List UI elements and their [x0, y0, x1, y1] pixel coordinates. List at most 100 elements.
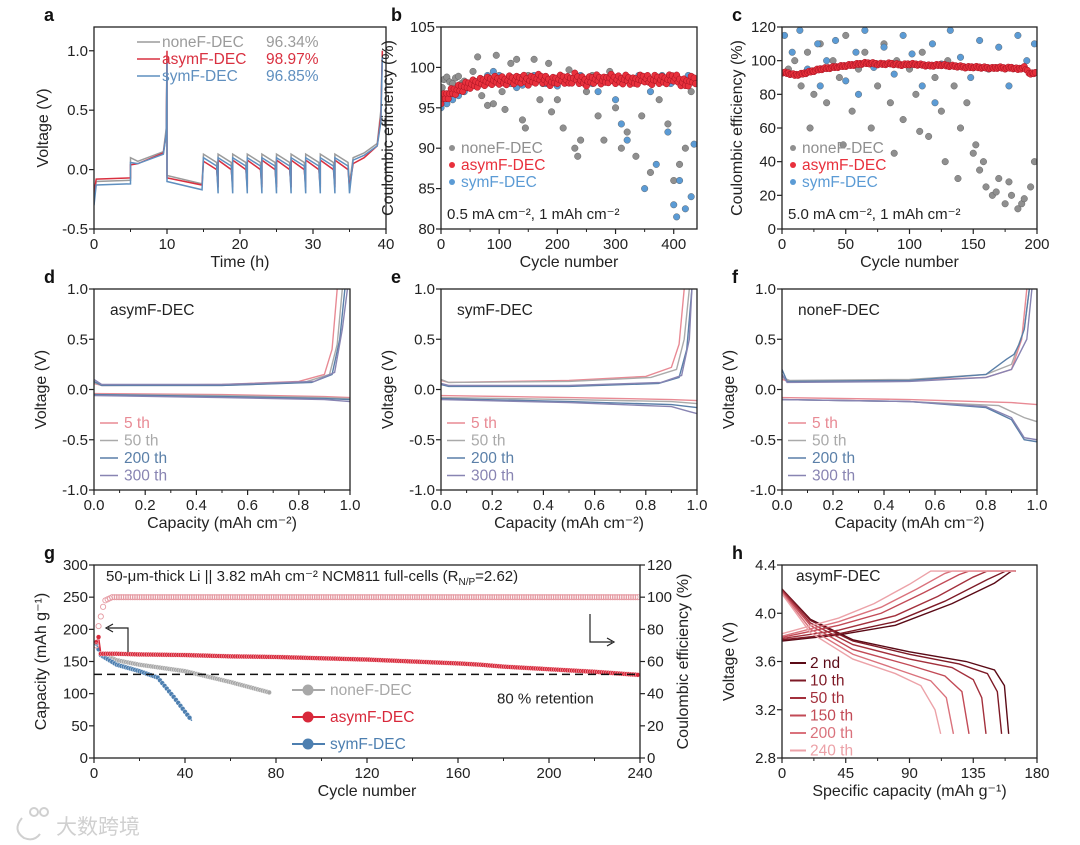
data-point: [361, 594, 368, 601]
data-point: [635, 672, 640, 678]
y-tick-label: 80: [759, 86, 776, 103]
data-point: [489, 100, 497, 108]
data-point: [366, 594, 373, 601]
data-point: [479, 594, 487, 601]
data-point: [195, 594, 202, 601]
data-point: [664, 128, 672, 136]
data-point: [617, 144, 625, 152]
legend-marker: [790, 179, 796, 185]
data-point: [454, 72, 462, 80]
series-asymF-DEC: [94, 50, 384, 194]
charge-curve: [782, 289, 1031, 383]
x-axis-label: Capacity (mAh cm⁻²): [835, 515, 985, 532]
data-point: [504, 594, 512, 601]
legend-label: 2 nd: [810, 655, 840, 672]
y-tick-label: 100: [751, 53, 776, 70]
data-point: [969, 149, 977, 157]
data-point: [681, 144, 689, 152]
legend-label: asymF-DEC: [461, 157, 545, 174]
discharge-curve: [441, 398, 697, 415]
data-point: [94, 642, 100, 649]
data-point: [543, 594, 550, 601]
data-point: [580, 594, 587, 601]
data-point: [992, 188, 1000, 196]
data-point: [518, 116, 526, 124]
plot-area: [441, 289, 697, 415]
data-point: [469, 67, 477, 75]
data-point: [573, 594, 580, 601]
data-point: [484, 101, 492, 109]
data-point: [539, 594, 546, 601]
data-point: [950, 82, 958, 90]
x-tick-label: 0.6: [237, 497, 258, 514]
x-axis-label: Capacity (mAh cm⁻²): [147, 515, 297, 532]
data-point: [575, 594, 582, 601]
data-point: [796, 27, 804, 34]
legend-label: 50 th: [124, 433, 158, 450]
data-point: [1014, 31, 1022, 39]
data-point: [115, 594, 123, 601]
y-tick-label: 0.0: [414, 382, 435, 399]
data-point: [493, 594, 500, 601]
data-point: [197, 594, 204, 601]
data-point: [441, 100, 445, 108]
data-point: [571, 144, 579, 152]
data-point: [275, 594, 282, 601]
panel-letter: d: [44, 267, 55, 287]
data-point: [150, 594, 157, 601]
y-tick-label: 100: [63, 686, 88, 703]
data-point: [334, 594, 341, 601]
y-tick-label: 90: [418, 140, 435, 157]
data-point: [600, 594, 607, 601]
data-point: [957, 124, 965, 132]
x-tick-label: 0: [437, 236, 445, 253]
y-tick-label: -1.0: [750, 482, 776, 499]
data-point: [166, 594, 173, 601]
data-point: [373, 594, 380, 601]
x-tick-label: 200: [545, 236, 570, 253]
data-point: [1027, 183, 1035, 191]
x-axis-label: Cycle number: [318, 783, 417, 800]
series-line: [94, 56, 384, 206]
x-tick-label: 0: [778, 236, 786, 253]
series-line: [94, 50, 384, 200]
y-axis-label: Voltage (V): [721, 622, 738, 701]
data-point: [168, 594, 175, 601]
data-point: [536, 96, 544, 104]
panel-g: g0 40 80 120 160 200 2400501001502002503000204…: [33, 543, 692, 800]
data-point: [193, 594, 200, 601]
legend-marker: [449, 145, 455, 151]
data-point: [454, 594, 462, 601]
data-point: [357, 594, 364, 601]
y-tick-label: 0.5: [755, 331, 776, 348]
data-point: [852, 48, 860, 56]
data-point: [584, 594, 591, 601]
data-point: [976, 36, 984, 44]
data-point: [477, 594, 484, 601]
legend-label: 200 th: [124, 450, 167, 467]
data-point: [291, 594, 298, 601]
data-point: [874, 82, 882, 90]
y-axis-label: Coulombic efficiency (%): [729, 40, 746, 216]
legend-label: 300 th: [124, 468, 167, 485]
data-point: [561, 594, 568, 601]
data-point: [791, 57, 799, 65]
panel-b: b 0 100 200 300 400 80 85 90 95 100 105 Cycle number…: [380, 5, 698, 271]
legend-marker: [790, 162, 796, 168]
data-point: [918, 82, 926, 90]
data-point: [439, 594, 446, 601]
data-point: [690, 140, 697, 148]
data-point: [231, 594, 239, 601]
legend-value: 96.85%: [266, 68, 319, 85]
data-point: [979, 158, 987, 166]
legend-label: 5 th: [124, 415, 150, 432]
data-point: [550, 594, 557, 601]
data-point: [957, 53, 965, 61]
panel-letter: h: [732, 543, 743, 563]
y-tick-label: 100: [410, 59, 435, 76]
discharge-curve: [782, 396, 1037, 406]
x-tick-label: 1.0: [687, 497, 708, 514]
discharge-curve: [782, 592, 955, 735]
data-point: [468, 594, 475, 601]
y-tick-label: 1.0: [67, 281, 88, 298]
